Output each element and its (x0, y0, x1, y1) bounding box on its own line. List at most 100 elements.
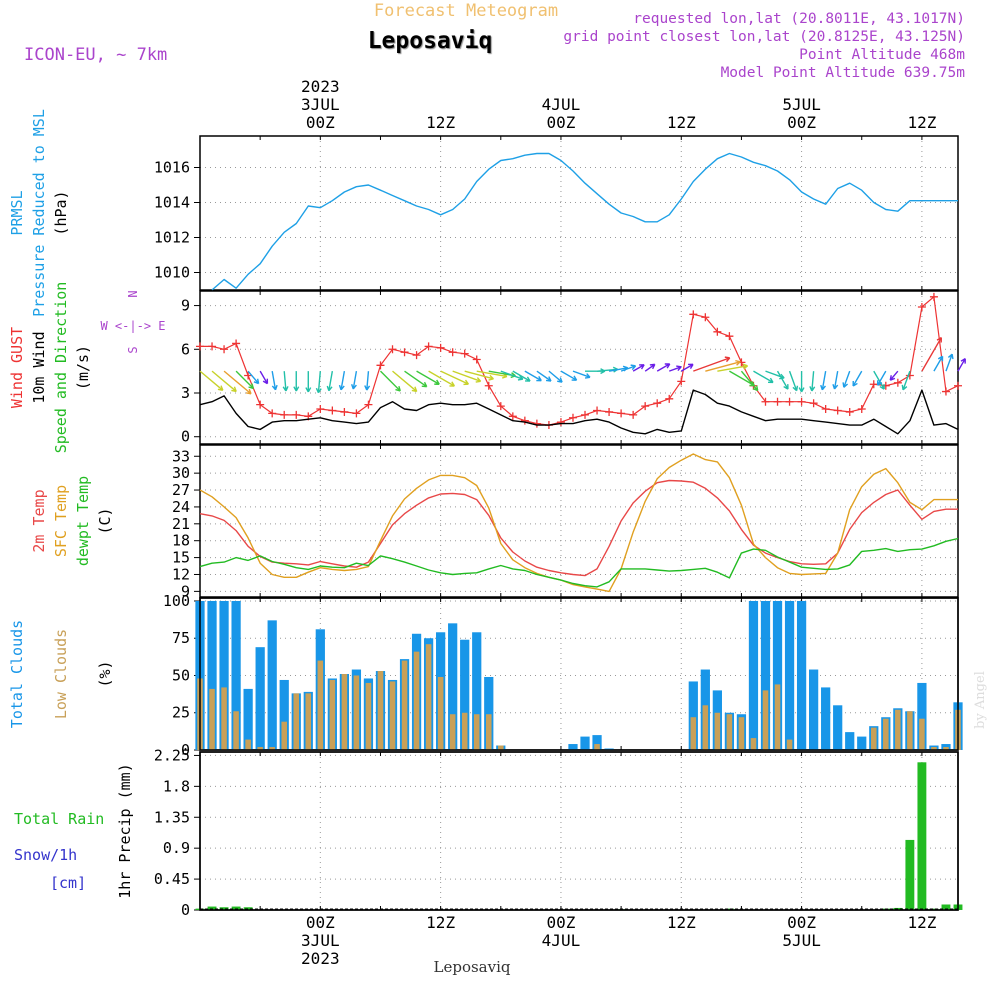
forecast-meteogram-title: Forecast Meteogram (374, 1, 558, 21)
wind-direction-arrow (668, 365, 682, 372)
wind-direction-arrow (901, 370, 911, 391)
wind-direction-arrow (852, 370, 863, 387)
low-cloud-bar (281, 721, 287, 750)
wind-direction-arrow (452, 370, 482, 383)
wind-direction-arrow (693, 356, 731, 372)
gust-marker (280, 410, 289, 419)
low-cloud-bar (425, 644, 432, 750)
gust-marker (797, 397, 806, 406)
gust-marker (496, 402, 505, 411)
wind-direction-arrow (560, 370, 578, 381)
model-label: ICON-EU, ~ 7km (24, 45, 167, 65)
low-cloud-bar (762, 690, 769, 750)
wind-direction-arrow (416, 370, 440, 385)
y-tick-label: 1016 (154, 159, 190, 177)
panel-axis-label: 2m Temp (30, 489, 48, 552)
time-label-bottom: 5JUL (782, 931, 821, 950)
wind-direction-arrow (259, 370, 269, 385)
low-cloud-bar (786, 739, 793, 750)
wind-direction-arrow (820, 371, 827, 391)
wind-direction-arrow (632, 364, 645, 372)
y-tick-label: 18 (172, 532, 190, 550)
panel-axis-label: Wind GUST (8, 327, 26, 408)
rain-bar (917, 762, 927, 910)
y-tick-label: 0 (181, 901, 190, 919)
gust-marker (532, 419, 541, 428)
gust-marker (833, 406, 842, 415)
low-cloud-bar (317, 660, 324, 750)
time-label-bottom: 12Z (426, 913, 455, 932)
gust-marker (701, 313, 710, 322)
low-cloud-bar (738, 717, 745, 750)
series-line-sfc-temp (199, 453, 958, 593)
gust-marker (352, 409, 361, 418)
gust-marker (508, 412, 517, 421)
low-cloud-bar (907, 711, 913, 750)
panel-frame (199, 751, 959, 911)
wind-direction-arrow (512, 370, 531, 382)
total-cloud-bar (231, 600, 241, 750)
gust-marker (773, 397, 782, 406)
gust-marker (520, 416, 529, 425)
series-line-dewpt-temp (199, 537, 959, 588)
total-cloud-bar (760, 600, 771, 750)
time-label-bottom: 00Z (787, 913, 816, 932)
total-cloud-bar (857, 736, 867, 750)
time-label-top: 5JUL (782, 95, 821, 114)
wind-direction-arrow (740, 370, 759, 392)
time-label-top: 12Z (907, 113, 936, 132)
wind-direction-arrow (876, 370, 887, 386)
time-label-top: 00Z (787, 113, 816, 132)
low-cloud-bar (702, 705, 709, 750)
panel-axis-label: Total Clouds (8, 620, 26, 728)
total-cloud-bar (833, 705, 843, 750)
panel-axis-label: (C) (96, 507, 114, 534)
wind-direction-arrow (271, 371, 278, 391)
time-label-bottom: 00Z (306, 913, 335, 932)
wind-direction-arrow (776, 370, 789, 390)
gust-marker (605, 407, 614, 416)
total-cloud-bar (255, 647, 265, 750)
low-cloud-bar (449, 714, 456, 750)
panel-axis-label: 1hr Precip (mm) (116, 763, 134, 898)
time-label-top: 12Z (426, 113, 455, 132)
low-cloud-bar (209, 688, 215, 750)
low-cloud-bar (594, 744, 600, 750)
low-cloud-bar (389, 681, 396, 750)
panel-frame (199, 751, 959, 911)
gust-marker (568, 413, 577, 422)
gust-marker (436, 343, 445, 352)
wind-direction-arrow (921, 336, 943, 372)
low-cloud-bar (293, 693, 300, 750)
rain-bar (207, 906, 217, 910)
total-cloud-bar (472, 632, 482, 750)
total-cloud-bar (772, 600, 783, 750)
total-cloud-bar (809, 669, 819, 750)
wind-direction-arrow (889, 370, 899, 381)
low-cloud-bar (257, 747, 263, 750)
low-cloud-bar (774, 684, 781, 750)
time-label-top: 00Z (546, 113, 575, 132)
total-cloud-bar (460, 639, 470, 750)
low-cloud-bar (919, 718, 925, 750)
y-tick-label: 25 (172, 704, 190, 722)
gust-marker (472, 355, 481, 364)
y-tick-label: 50 (172, 666, 190, 684)
low-cloud-bar (726, 714, 733, 750)
time-label-top: 3JUL (301, 95, 340, 114)
panel-axis-label: (%) (96, 660, 114, 687)
wind-direction-arrow (809, 371, 816, 392)
wind-panel: 0 3 6 9 Wind GUST 10m Wind Speed and Direction… (8, 282, 966, 453)
total-cloud-bar (688, 681, 698, 750)
wind-direction-arrow (524, 370, 542, 382)
panel-axis-label: Low Clouds (52, 629, 70, 719)
total-cloud-bar (796, 600, 807, 750)
wind-direction-arrow (680, 363, 694, 372)
y-tick-label: 33 (172, 447, 190, 465)
wind-direction-arrow (832, 371, 839, 390)
wind-direction-arrow (644, 363, 656, 372)
gust-marker (785, 397, 794, 406)
low-cloud-bar (353, 675, 360, 750)
wind-direction-arrow (338, 371, 346, 391)
panel-frame (199, 597, 959, 751)
